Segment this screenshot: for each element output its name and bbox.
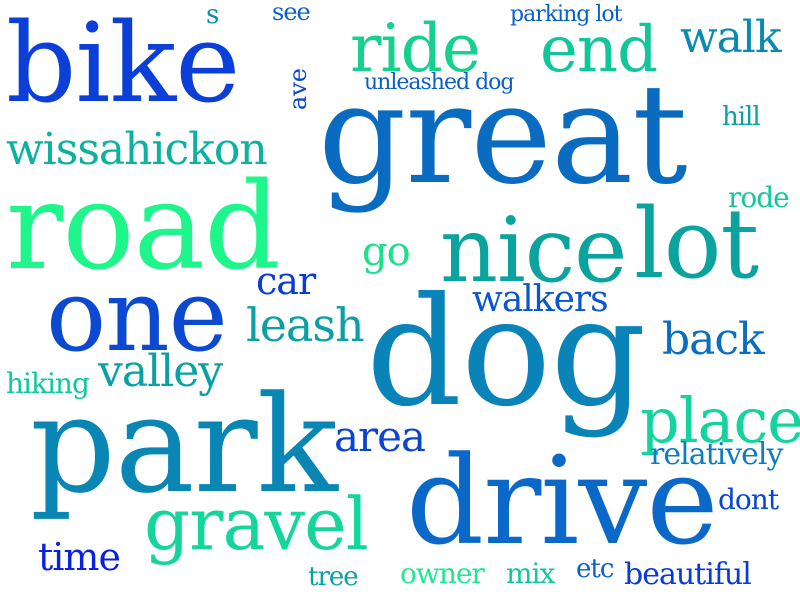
word-dont: dont [718,483,779,516]
word-etc: etc [576,554,614,584]
word-car: car [256,259,316,303]
word-hill: hill [722,102,761,132]
word-ride: ride [350,10,481,87]
word-gravel: gravel [144,482,369,566]
word-bike: bike [6,0,240,127]
word-go: go [362,229,411,275]
word-valley: valley [98,346,223,397]
word-wissahickon: wissahickon [6,124,268,175]
word-nice: nice [440,198,627,303]
word-lot: lot [634,188,759,300]
word-one: one [46,257,228,374]
word-see: see [272,0,311,26]
word-place: place [640,384,800,457]
word-unleashed-dog: unleashed dog [364,70,514,95]
word-walk: walk [680,12,782,63]
word-mix: mix [506,557,555,590]
word-parking-lot: parking lot [510,2,622,27]
word-back: back [662,314,765,365]
word-rode: rode [728,181,790,214]
word-beautiful: beautiful [624,557,752,592]
word-drive: drive [406,430,719,572]
word-relatively: relatively [650,437,783,472]
word-road: road [6,158,281,297]
word-end: end [540,13,658,87]
word-walkers: walkers [472,279,609,320]
word-tree: tree [308,562,359,592]
word-dog: dog [366,266,646,440]
word-ave: ave [284,68,312,111]
word-great: great [318,54,688,215]
word-park: park [30,367,338,523]
word-owner: owner [400,557,485,590]
word-area: area [334,412,426,461]
word-hiking: hiking [6,367,90,400]
word-s: s [206,0,219,30]
word-time: time [38,535,121,579]
word-leash: leash [246,298,365,352]
